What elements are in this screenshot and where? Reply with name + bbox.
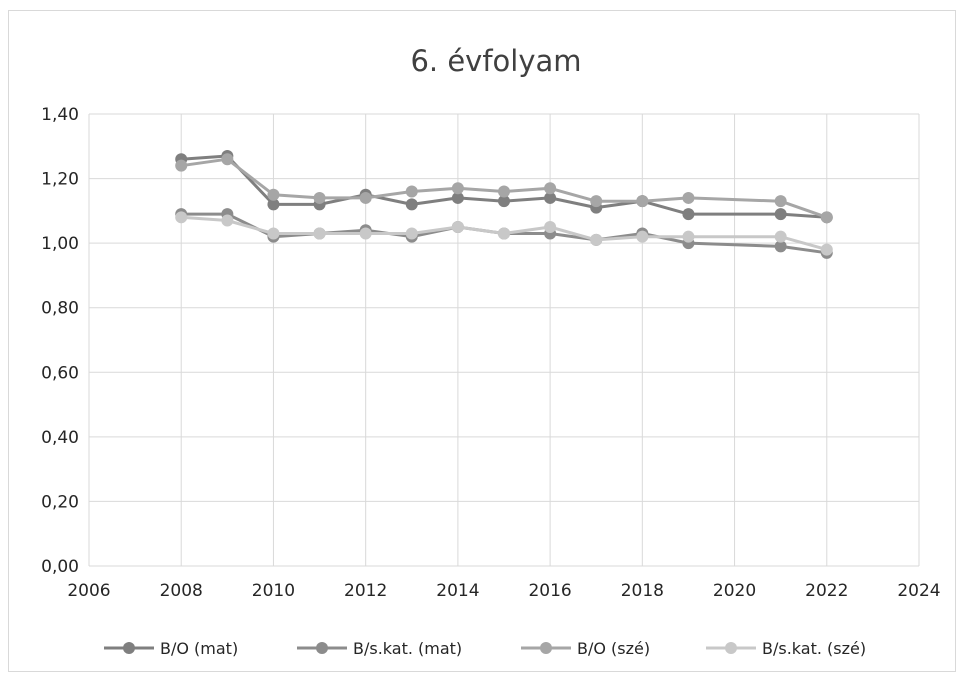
data-point — [267, 198, 280, 211]
y-axis-ticks: 0,00 0,20 0,40 0,60 0,80 1,00 1,20 1,40 — [41, 105, 79, 577]
x-tick-label: 2012 — [344, 581, 387, 601]
legend-marker — [725, 642, 737, 654]
data-point — [544, 221, 557, 233]
legend-label: B/s.kat. (mat) — [353, 639, 462, 658]
y-tick-label: 0,40 — [41, 428, 79, 448]
data-point — [267, 188, 280, 201]
data-point — [682, 208, 695, 221]
data-point — [682, 191, 695, 204]
legend-marker — [123, 642, 135, 654]
data-point — [175, 211, 188, 224]
data-point — [636, 230, 649, 243]
data-point — [774, 208, 787, 221]
series-line — [180, 157, 828, 219]
y-tick-label: 1,20 — [41, 170, 79, 190]
data-point — [820, 211, 833, 224]
legend-marker — [316, 642, 328, 654]
y-tick-label: 0,20 — [41, 492, 79, 512]
data-point — [498, 227, 510, 240]
chart-title: 6. évfolyam — [410, 44, 581, 78]
data-point — [451, 221, 464, 233]
data-point — [774, 230, 787, 243]
data-point — [221, 214, 234, 227]
chart-frame: 6. évfolyam 0,00 0,20 0,40 0,60 0,80 1,00 1,20… — [8, 10, 956, 672]
data-point — [590, 233, 603, 246]
line-chart: 6. évfolyam 0,00 0,20 0,40 0,60 0,80 1,00 1,20… — [41, 44, 940, 658]
data-point — [451, 191, 464, 204]
y-tick-label: 0,00 — [41, 557, 79, 577]
x-tick-label: 2006 — [67, 581, 110, 601]
y-tick-label: 1,00 — [41, 234, 79, 254]
gridlines — [88, 113, 920, 567]
data-point — [544, 191, 557, 204]
data-point — [820, 243, 833, 256]
data-point — [405, 185, 418, 198]
series-line — [181, 154, 827, 219]
x-tick-label: 2020 — [713, 581, 756, 601]
data-point — [405, 198, 418, 211]
data-point — [498, 195, 510, 208]
x-tick-label: 2014 — [436, 581, 479, 601]
legend-marker — [540, 642, 552, 654]
data-point — [405, 227, 418, 240]
x-tick-label: 2022 — [805, 581, 848, 601]
legend-label: B/O (szé) — [577, 639, 650, 658]
data-point — [175, 159, 188, 172]
series-line — [181, 215, 828, 252]
data-point — [359, 227, 372, 240]
data-point — [359, 191, 372, 204]
data-point — [774, 240, 787, 253]
data-point — [590, 195, 603, 208]
x-tick-label: 2010 — [252, 581, 295, 601]
data-point — [774, 195, 787, 208]
data-point — [313, 191, 326, 204]
data-point — [682, 230, 695, 243]
data-point — [267, 227, 280, 240]
y-tick-label: 1,40 — [41, 105, 79, 125]
legend: B/O (mat) B/s.kat. (mat) B/O (szé) B/s.kat.… — [104, 639, 866, 658]
series-group — [175, 149, 833, 259]
x-tick-label: 2018 — [621, 581, 664, 601]
data-point — [544, 182, 557, 195]
x-axis-ticks: 2006 2008 2010 2012 2014 2016 2018 2020 2022 2024 — [67, 581, 940, 601]
legend-label: B/s.kat. (szé) — [762, 639, 866, 658]
data-point — [313, 227, 326, 240]
x-tick-label: 2024 — [897, 581, 940, 601]
x-tick-label: 2016 — [528, 581, 571, 601]
data-point — [451, 182, 464, 195]
y-tick-label: 0,80 — [41, 299, 79, 319]
legend-label: B/O (mat) — [160, 639, 238, 658]
y-tick-label: 0,60 — [41, 363, 79, 383]
data-point — [498, 185, 510, 198]
data-point — [636, 195, 649, 208]
x-tick-label: 2008 — [160, 581, 203, 601]
data-point — [221, 153, 234, 166]
